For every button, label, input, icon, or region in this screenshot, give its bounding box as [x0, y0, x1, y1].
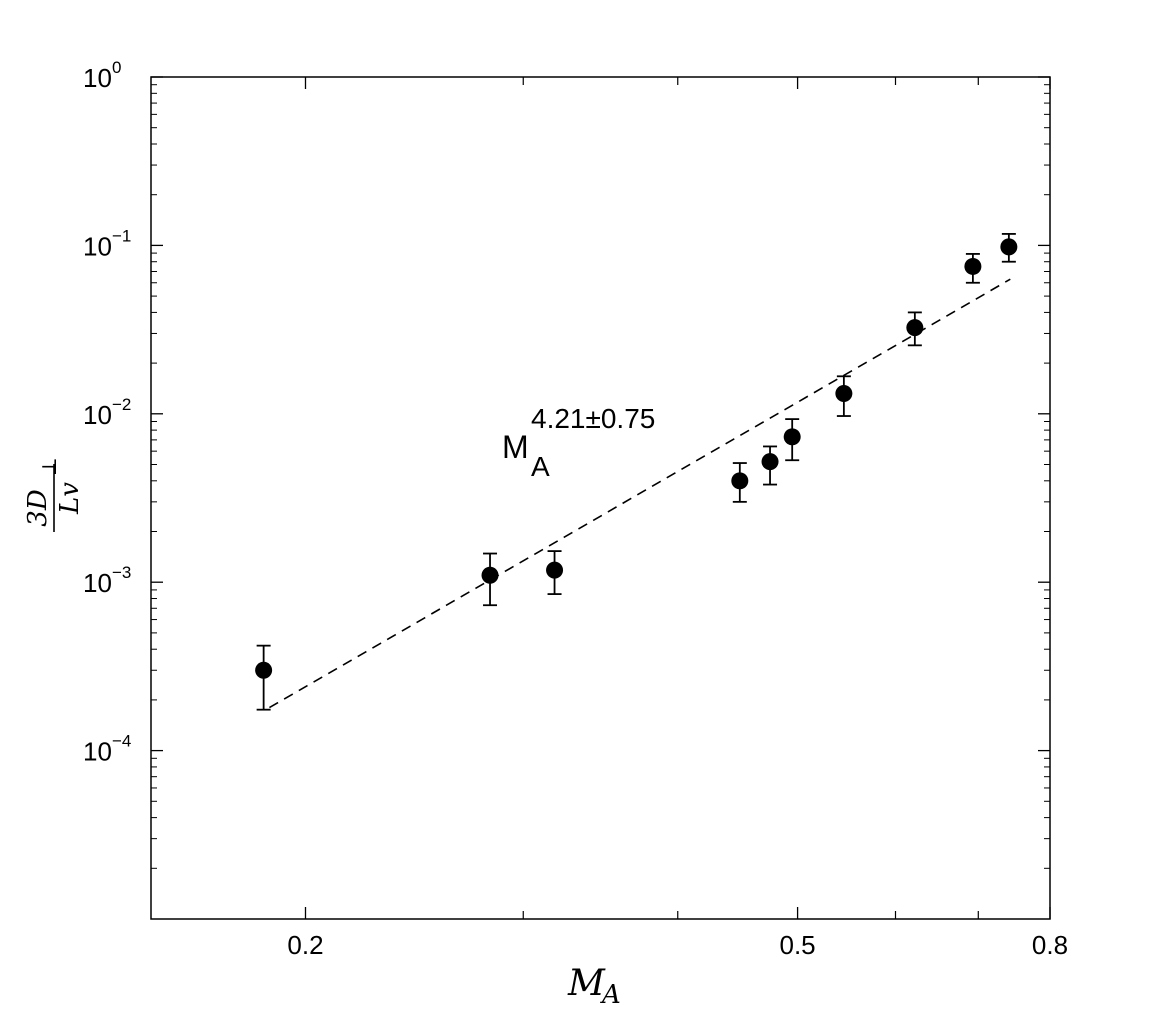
data-point [835, 375, 853, 417]
data-marker [1000, 238, 1018, 256]
x-tick-label: 0.2 [287, 930, 323, 960]
data-marker [906, 319, 924, 337]
data-marker [255, 661, 273, 679]
y-tick-label-base: 10 [83, 63, 112, 93]
data-point [964, 253, 982, 284]
x-axis-label: M A [567, 963, 621, 1010]
x-axis-label-sub: A [600, 980, 621, 1010]
y-tick-label-base: 10 [83, 400, 112, 430]
y-tick-label-exponent: −1 [112, 226, 131, 245]
y-axis-label-numerator: 3D [23, 489, 53, 527]
data-point [255, 644, 273, 711]
annotation-sub: A [531, 451, 550, 482]
data-marker [761, 453, 779, 471]
plot-frame [150, 76, 1051, 920]
data-point [731, 462, 749, 503]
y-tick-label-exponent: −4 [112, 732, 131, 751]
data-points [255, 233, 1018, 711]
x-axis: 0.2 0.5 0.8 [287, 77, 1068, 960]
data-point [546, 550, 564, 595]
annotation-base: M [502, 429, 529, 465]
y-tick-label-exponent: 0 [112, 58, 121, 77]
annotation-exponent: 4.21±0.75 [531, 403, 655, 434]
data-marker [731, 472, 749, 490]
y-tick-label-base: 10 [83, 568, 112, 598]
x-tick-label: 0.5 [780, 930, 816, 960]
y-axis-label-num-sub: ⊥ [37, 457, 61, 476]
data-point [1000, 233, 1018, 263]
x-axis-label-main: M [567, 963, 606, 1004]
minor-ticks [151, 77, 1050, 919]
y-axis-label-denominator: Lv [55, 482, 85, 515]
data-point [783, 418, 801, 462]
y-tick-label-base: 10 [83, 231, 112, 261]
y-axis-label: 3D ⊥ Lv [23, 457, 85, 532]
data-point [481, 552, 499, 607]
y-tick-label-base: 10 [83, 737, 112, 767]
data-marker [783, 428, 801, 446]
fit-annotation: M A 4.21±0.75 [502, 403, 655, 482]
x-tick-label: 0.8 [1032, 930, 1068, 960]
data-point [761, 445, 779, 486]
data-marker [546, 561, 564, 579]
y-tick-label-exponent: −3 [112, 563, 131, 582]
data-marker [481, 566, 499, 584]
data-marker [835, 384, 853, 402]
data-marker [964, 257, 982, 275]
fit-line [269, 278, 1011, 709]
y-tick-label-exponent: −2 [112, 395, 131, 414]
data-point [906, 311, 924, 347]
